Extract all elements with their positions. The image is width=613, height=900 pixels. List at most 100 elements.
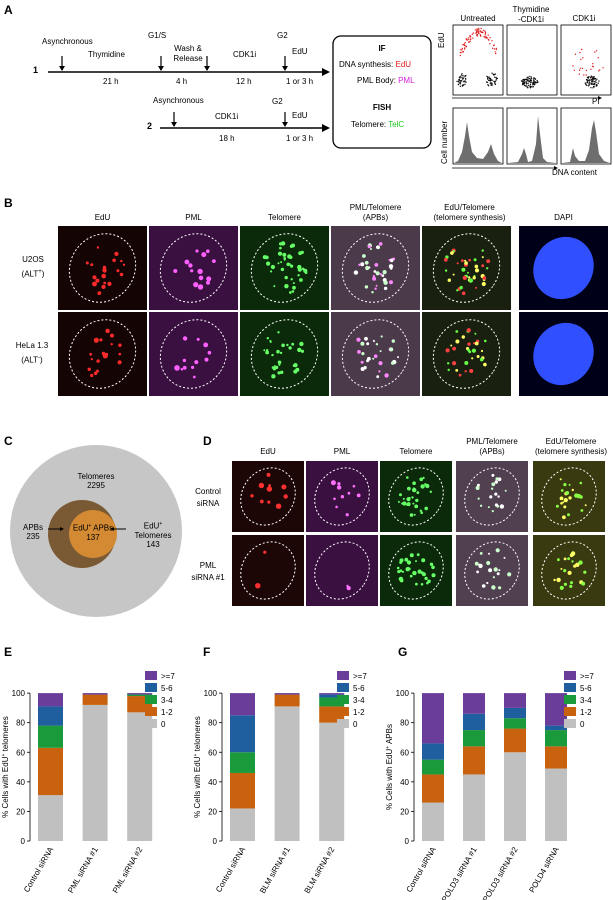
- bar-segment: [82, 704, 108, 841]
- y-axis-label: % Cells with EdU+ APBs: [385, 724, 394, 810]
- bar-segment: [38, 693, 63, 707]
- bar-segment: [545, 768, 567, 841]
- panelb-image-r1-c6: [519, 226, 608, 310]
- telomere-label: Telomere:: [351, 120, 387, 129]
- edu-label: EdU: [292, 47, 308, 56]
- y-tick-label: 20: [16, 807, 25, 816]
- y-tick-label: 20: [208, 807, 217, 816]
- y-tick-label: 100: [396, 689, 410, 698]
- facs-col-thymidine: Thymidine -CDK1i: [512, 5, 550, 24]
- hist-ylabel: Cell number: [440, 120, 449, 164]
- panelb-image-r2-c5: [422, 312, 511, 396]
- venn-edu-tel-label: EdU: [143, 521, 160, 531]
- venn-apbs-n: 235: [26, 532, 40, 541]
- bar-segment: [504, 752, 526, 841]
- legend-swatch: [564, 671, 576, 680]
- t12-label: 12 h: [236, 77, 252, 86]
- x-tick-label: PML siRNA #1: [66, 845, 100, 895]
- panel-label-d: D: [203, 434, 212, 448]
- bar-segment: [463, 774, 485, 841]
- panelb-image-r1-c1: [58, 226, 147, 310]
- paneld-col-telomere: Telomere: [399, 447, 433, 456]
- paneld-image-r2-c1: [232, 535, 304, 606]
- venn-edu-apbs-label2: APBs: [93, 523, 114, 533]
- pml-body-label: PML Body:: [357, 76, 396, 85]
- bar-segment: [422, 693, 444, 744]
- bar-segment: [545, 730, 567, 747]
- y-axis-label: % Cells with EdU+ telomeres: [193, 716, 202, 818]
- panelb-image-r2-c1: [58, 312, 147, 396]
- panelb-image-r2-c3: [240, 312, 329, 396]
- paneld-image-r2-c5: [533, 535, 605, 606]
- bar-segment: [38, 747, 63, 796]
- bar-segment: [127, 694, 153, 697]
- venn-telomeres-label: Telomeres: [77, 472, 115, 481]
- paneld-image-r1-c1: [232, 461, 304, 532]
- venn-edu-tel-plus: +: [159, 521, 163, 527]
- legend-label: 1-2: [580, 708, 592, 717]
- legend-swatch: [564, 719, 576, 728]
- x-tick-label: BLM siRNA #1: [258, 845, 292, 895]
- legend-swatch: [337, 671, 349, 680]
- telomere-value: TelC: [388, 120, 405, 129]
- bar-segment: [422, 759, 444, 775]
- dna-syn-label: DNA synthesis:: [339, 60, 394, 69]
- panelb-col-telomere: Telomere: [268, 213, 301, 222]
- panelb-image-r2-c2: [149, 312, 238, 396]
- legend-swatch: [337, 683, 349, 692]
- if-heading: IF: [378, 44, 386, 53]
- legend-label: 3-4: [161, 696, 173, 705]
- y-tick-label: 40: [16, 778, 25, 787]
- chart-e: 0 20 40 60 80 100 % Cells with EdU+ telomeres C…: [1, 671, 175, 895]
- panel-label-c: C: [4, 434, 13, 448]
- bar-segment: [274, 706, 300, 841]
- x-tick-label: POLD3 siRNA #1: [440, 845, 479, 900]
- paneld-image-r1-c2: [306, 461, 378, 532]
- bar-segment: [422, 774, 444, 803]
- venn-edu-apbs-plus: +: [88, 523, 92, 529]
- bar-segment: [319, 693, 345, 695]
- bar-segment: [319, 697, 345, 707]
- legend-label: 0: [353, 720, 358, 729]
- chart-f: 0 20 40 60 80 100 % Cells with EdU+ telomeres C…: [193, 671, 367, 895]
- legend-label: 5-6: [580, 684, 592, 693]
- y-tick-label: 60: [16, 748, 25, 757]
- panel-label-a: A: [4, 3, 13, 17]
- y-tick-label: 80: [208, 719, 217, 728]
- row2-number: 2: [147, 121, 153, 131]
- bar-segment: [422, 743, 444, 760]
- g2b-label: G2: [272, 97, 283, 106]
- panel-label-f: F: [203, 645, 211, 659]
- paneld-image-r1-c4: [456, 461, 528, 532]
- bar-segment: [545, 725, 567, 731]
- bar-segment: [463, 746, 485, 775]
- x-tick-label: Control siRNA: [405, 845, 438, 894]
- paneld-col-apbs: PML/Telomere (APBs): [466, 437, 518, 456]
- bar-segment: [422, 802, 444, 841]
- panelb-col-dapi: DAPI: [554, 213, 573, 222]
- legend-swatch: [145, 683, 157, 692]
- y-axis-label: % Cells with EdU+ telomeres: [1, 716, 10, 818]
- facs-col-untreated: Untreated: [460, 14, 496, 23]
- panelb-image-r2-c4: [331, 312, 420, 396]
- panelb-col-edu: EdU: [94, 213, 111, 222]
- release-label: Release: [173, 54, 203, 63]
- async-label: Asynchronous: [42, 37, 93, 46]
- paneld-row-pml: PML siRNA #1: [191, 561, 225, 582]
- panelb-row-u2os-sign: +: [38, 269, 42, 275]
- t21-label: 21 h: [103, 77, 119, 86]
- paneld-row-control: Control siRNA: [195, 487, 221, 508]
- paneld-col-pml: PML: [333, 447, 351, 456]
- legend-label: >=7: [161, 672, 175, 681]
- wash-label: Wash &: [174, 44, 202, 53]
- legend-swatch: [564, 695, 576, 704]
- legend-label: 3-4: [353, 696, 365, 705]
- legend-swatch: [145, 707, 157, 716]
- panelb-row-hela: HeLa 1.3: [15, 341, 49, 350]
- legend-label: >=7: [353, 672, 367, 681]
- bar-segment: [82, 694, 108, 705]
- y-tick-label: 80: [16, 719, 25, 728]
- bar-segment: [504, 718, 526, 729]
- legend-label: 0: [580, 720, 585, 729]
- bar-segment: [82, 693, 108, 695]
